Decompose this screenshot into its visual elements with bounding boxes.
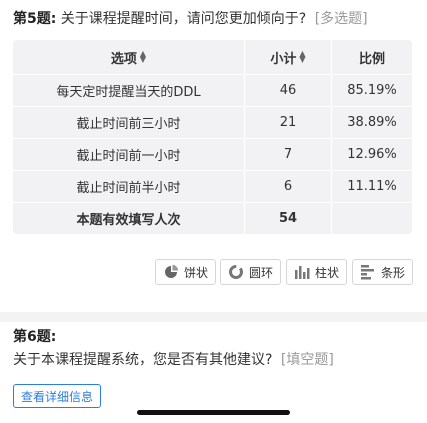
view-details-button[interactable]: 查看详细信息 — [13, 384, 101, 408]
total-ratio-empty — [331, 203, 412, 234]
table-header-row: 选项 ▲ ▼ 小计 ▲ ▼ 比例 — [13, 40, 412, 74]
question-5-number: 第5题: — [13, 11, 57, 27]
question-5-type: [多选题] — [314, 11, 368, 27]
horizontal-bar-chart-button[interactable]: 条形 — [352, 259, 413, 285]
option-cell: 截止时间前半小时 — [76, 181, 181, 196]
table-row: 截止时间前一小时 7 12.96% — [13, 138, 412, 170]
question-6-title: 关于本课程提醒系统，您是否有其他建议? [填空题] — [13, 350, 334, 370]
count-cell: 7 — [244, 139, 331, 170]
results-table: 选项 ▲ ▼ 小计 ▲ ▼ 比例 每天定时提醒当天的DDL 46 85.19% 截止… — [13, 40, 412, 234]
ratio-cell: 12.96% — [331, 139, 412, 170]
header-count[interactable]: 小计 ▲ ▼ — [244, 40, 331, 74]
ratio-cell: 85.19% — [331, 75, 412, 106]
horizontal-bar-chart-icon — [360, 265, 374, 280]
horizontal-bar-chart-button-label: 条形 — [380, 265, 405, 280]
count-cell: 6 — [244, 171, 331, 202]
header-option[interactable]: 选项 ▲ ▼ — [13, 40, 244, 74]
question-5-title: 第5题: 关于课程提醒时间，请问您更加倾向于? [多选题] — [13, 9, 368, 29]
header-ratio: 比例 — [331, 40, 412, 74]
option-cell: 每天定时提醒当天的DDL — [56, 85, 201, 100]
home-indicator[interactable] — [137, 410, 290, 415]
question-6-text: 关于本课程提醒系统，您是否有其他建议? — [13, 352, 273, 368]
pie-chart-button[interactable]: 饼状 — [155, 259, 216, 285]
sort-icon[interactable]: ▲ ▼ — [139, 49, 147, 64]
bar-chart-icon — [294, 266, 310, 279]
bar-chart-button-label: 柱状 — [314, 265, 339, 280]
option-cell: 截止时间前三小时 — [76, 117, 181, 132]
donut-chart-button[interactable]: 圆环 — [220, 259, 281, 285]
question-6-type: [填空题] — [280, 352, 334, 368]
chart-type-buttons: 饼状 圆环 柱状 条形 — [0, 259, 427, 287]
donut-chart-button-label: 圆环 — [248, 265, 273, 280]
section-divider — [0, 312, 427, 322]
header-option-label: 选项 — [110, 51, 137, 67]
donut-chart-icon — [228, 265, 243, 279]
ratio-cell: 11.11% — [331, 171, 412, 202]
option-cell: 截止时间前一小时 — [76, 149, 181, 164]
question-6-number: 第6题: — [13, 329, 57, 345]
pie-chart-icon — [164, 264, 179, 278]
header-count-label: 小计 — [270, 51, 297, 67]
bar-chart-button[interactable]: 柱状 — [286, 259, 347, 285]
header-ratio-label: 比例 — [358, 51, 385, 67]
total-label: 本题有效填写人次 — [76, 213, 181, 228]
table-row: 截止时间前三小时 21 38.89% — [13, 106, 412, 138]
question-5-text: 关于课程提醒时间，请问您更加倾向于? — [60, 11, 307, 27]
table-row: 截止时间前半小时 6 11.11% — [13, 170, 412, 202]
pie-chart-button-label: 饼状 — [183, 265, 208, 280]
ratio-cell: 38.89% — [331, 107, 412, 138]
count-cell: 46 — [244, 75, 331, 106]
count-cell: 21 — [244, 107, 331, 138]
table-row: 每天定时提醒当天的DDL 46 85.19% — [13, 74, 412, 106]
total-count: 54 — [244, 203, 331, 234]
table-total-row: 本题有效填写人次 54 — [13, 202, 412, 234]
sort-icon[interactable]: ▲ ▼ — [299, 49, 306, 64]
